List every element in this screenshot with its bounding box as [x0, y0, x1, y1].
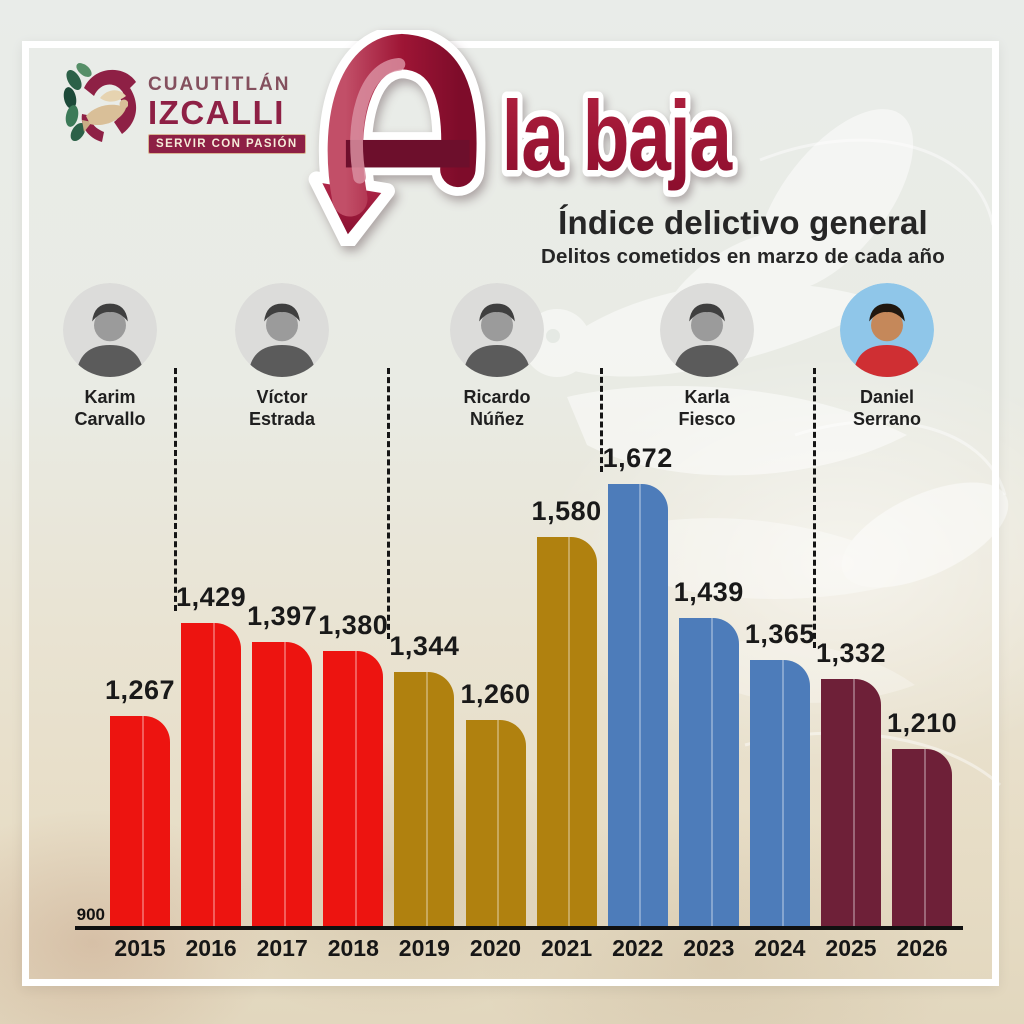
logo-city-line2: IZCALLI [148, 94, 285, 131]
term-separator-after-2018 [386, 368, 390, 640]
chart-subtitle: Delitos cometidos en marzo de cada año [540, 245, 946, 268]
bar-value-label-2021: 1,580 [531, 495, 602, 526]
bar-2017 [252, 641, 313, 928]
official-karim: Karim Carvallo [44, 283, 176, 430]
bar-value-label-2018: 1,380 [318, 610, 389, 641]
year-label-2019: 2019 [398, 935, 450, 961]
down-arrow-a-icon [308, 30, 486, 246]
bar-2021 [536, 536, 597, 928]
bar-2018 [323, 651, 384, 927]
official-ricardo: Ricardo Núñez [431, 283, 563, 430]
official-name: Ricardo Núñez [463, 387, 531, 429]
official-name: Daniel Serrano [852, 387, 922, 429]
official-name: Víctor Estrada [248, 387, 316, 429]
bar-value-label-2026: 1,210 [887, 708, 958, 739]
bar-value-label-2025: 1,332 [815, 638, 887, 669]
bar-2015 [110, 716, 170, 927]
x-axis-line [75, 926, 963, 930]
year-label-2026: 2026 [896, 935, 948, 961]
official-photo [63, 283, 157, 377]
year-label-2025: 2025 [825, 935, 877, 961]
bar-2019 [394, 672, 455, 927]
logo-tagline: SERVIR CON PASIÓN [148, 134, 306, 154]
bar-2020 [465, 720, 526, 927]
official-name: Karim Carvallo [74, 387, 146, 429]
logo-text: CUAUTITLÁN IZCALLI SERVIR CON PASIÓN [148, 74, 306, 154]
dove-logo-icon [63, 63, 137, 142]
year-label-2020: 2020 [469, 935, 522, 961]
official-photo [450, 283, 544, 377]
year-label-2024: 2024 [754, 935, 806, 961]
bar-2025 [821, 679, 881, 927]
official-photo [660, 283, 754, 377]
official-víctor: Víctor Estrada [216, 283, 348, 430]
year-label-2021: 2021 [541, 935, 593, 961]
bar-2026 [892, 749, 953, 927]
bar-value-label-2020: 1,260 [460, 679, 531, 710]
title-la-baja: la baja [496, 75, 740, 197]
bar-value-label-2022: 1,672 [602, 442, 673, 473]
bar-2022 [607, 483, 668, 928]
year-label-2023: 2023 [683, 935, 735, 961]
chart-subtitle-block: Índice delictivo general Delitos cometid… [518, 204, 968, 269]
year-label-2018: 2018 [327, 935, 379, 961]
official-name: Karla Fiesco [678, 387, 736, 429]
official-karla: Karla Fiesco [641, 283, 773, 430]
bar-2023 [678, 617, 739, 928]
bar-value-label-2024: 1,365 [744, 619, 815, 650]
year-label-2015: 2015 [114, 935, 166, 961]
logo-city-line1: CUAUTITLÁN [148, 74, 291, 95]
year-label-2016: 2016 [185, 935, 237, 961]
official-photo [840, 283, 934, 377]
chart-title: Índice delictivo general [558, 204, 928, 241]
y-baseline-label: 900 [76, 905, 105, 924]
title-main-text: la baja [501, 81, 732, 191]
official-photo [235, 283, 329, 377]
bar-value-label-2015: 1,267 [104, 675, 176, 706]
bar-value-label-2023: 1,439 [673, 576, 744, 607]
year-label-2017: 2017 [256, 935, 308, 961]
bar-2024 [749, 660, 810, 927]
term-separator-after-2024 [813, 368, 817, 649]
year-label-2022: 2022 [612, 935, 664, 961]
bar-value-label-2017: 1,397 [247, 600, 318, 631]
city-logo: CUAUTITLÁN IZCALLI SERVIR CON PASIÓN [60, 56, 330, 166]
bar-2016 [181, 623, 242, 927]
term-separator-after-2015 [173, 368, 177, 612]
bar-value-label-2019: 1,344 [389, 631, 460, 662]
official-daniel: Daniel Serrano [821, 283, 953, 430]
bar-value-label-2016: 1,429 [176, 582, 247, 613]
term-separator-after-2021 [600, 368, 604, 472]
frame-border [22, 41, 999, 986]
